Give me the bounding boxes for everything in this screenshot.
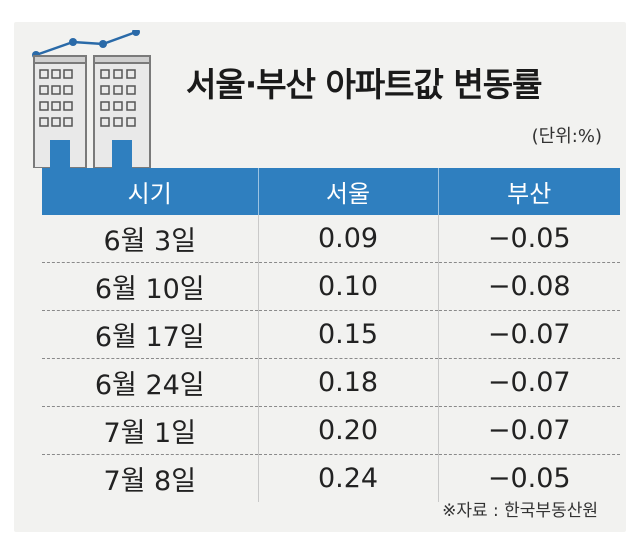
header-period: 시기 <box>42 168 258 215</box>
busan-cell: −0.08 <box>437 262 620 311</box>
busan-cell: −0.07 <box>437 358 620 407</box>
busan-cell: −0.05 <box>437 215 620 263</box>
apartment-buildings-icon <box>32 30 151 168</box>
table-row: 6월 3일 0.09 −0.05 <box>42 215 620 263</box>
table-row: 6월 17일 0.15 −0.07 <box>42 310 620 359</box>
busan-cell: −0.07 <box>437 406 620 455</box>
period-cell: 7월 1일 <box>42 406 258 455</box>
table-row: 6월 24일 0.18 −0.07 <box>42 358 620 407</box>
seoul-cell: 0.10 <box>257 262 438 311</box>
period-cell: 7월 8일 <box>103 466 197 497</box>
seoul-cell: 0.15 <box>257 310 438 359</box>
period-cell: 6월 17일 <box>42 310 258 359</box>
busan-cell: −0.05 <box>437 454 620 502</box>
period-cell: 6월 24일 <box>42 358 258 407</box>
unit-label: (단위:%) <box>531 126 602 147</box>
header-seoul: 서울 <box>257 168 438 215</box>
seoul-cell: 0.20 <box>257 406 438 455</box>
rate-table: 시기 서울 부산 6월 3일 0.09 −0.05 6월 10일 0.10 −0… <box>42 168 620 502</box>
source-note: ※자료 : 한국부동산원 <box>442 501 598 521</box>
table-header-row: 시기 서울 부산 <box>42 168 620 215</box>
seoul-cell: 0.09 <box>257 215 438 263</box>
busan-cell: −0.07 <box>437 310 620 359</box>
table-row: 7월 1일 0.20 −0.07 <box>42 406 620 455</box>
table-row: 7월 8일 0.24 −0.05 <box>42 454 620 502</box>
table-row: 6월 10일 0.10 −0.08 <box>42 262 620 311</box>
chart-title: 서울·부산 아파트값 변동률 <box>186 65 542 104</box>
seoul-cell: 0.18 <box>257 358 438 407</box>
period-cell: 6월 10일 <box>42 262 258 311</box>
infographic-card: 서울·부산 아파트값 변동률 (단위:%) 시기 서울 부산 6월 3일 0.0… <box>14 22 626 532</box>
period-cell: 6월 3일 <box>42 215 258 263</box>
header-busan: 부산 <box>437 168 620 215</box>
seoul-cell: 0.24 <box>257 454 438 502</box>
